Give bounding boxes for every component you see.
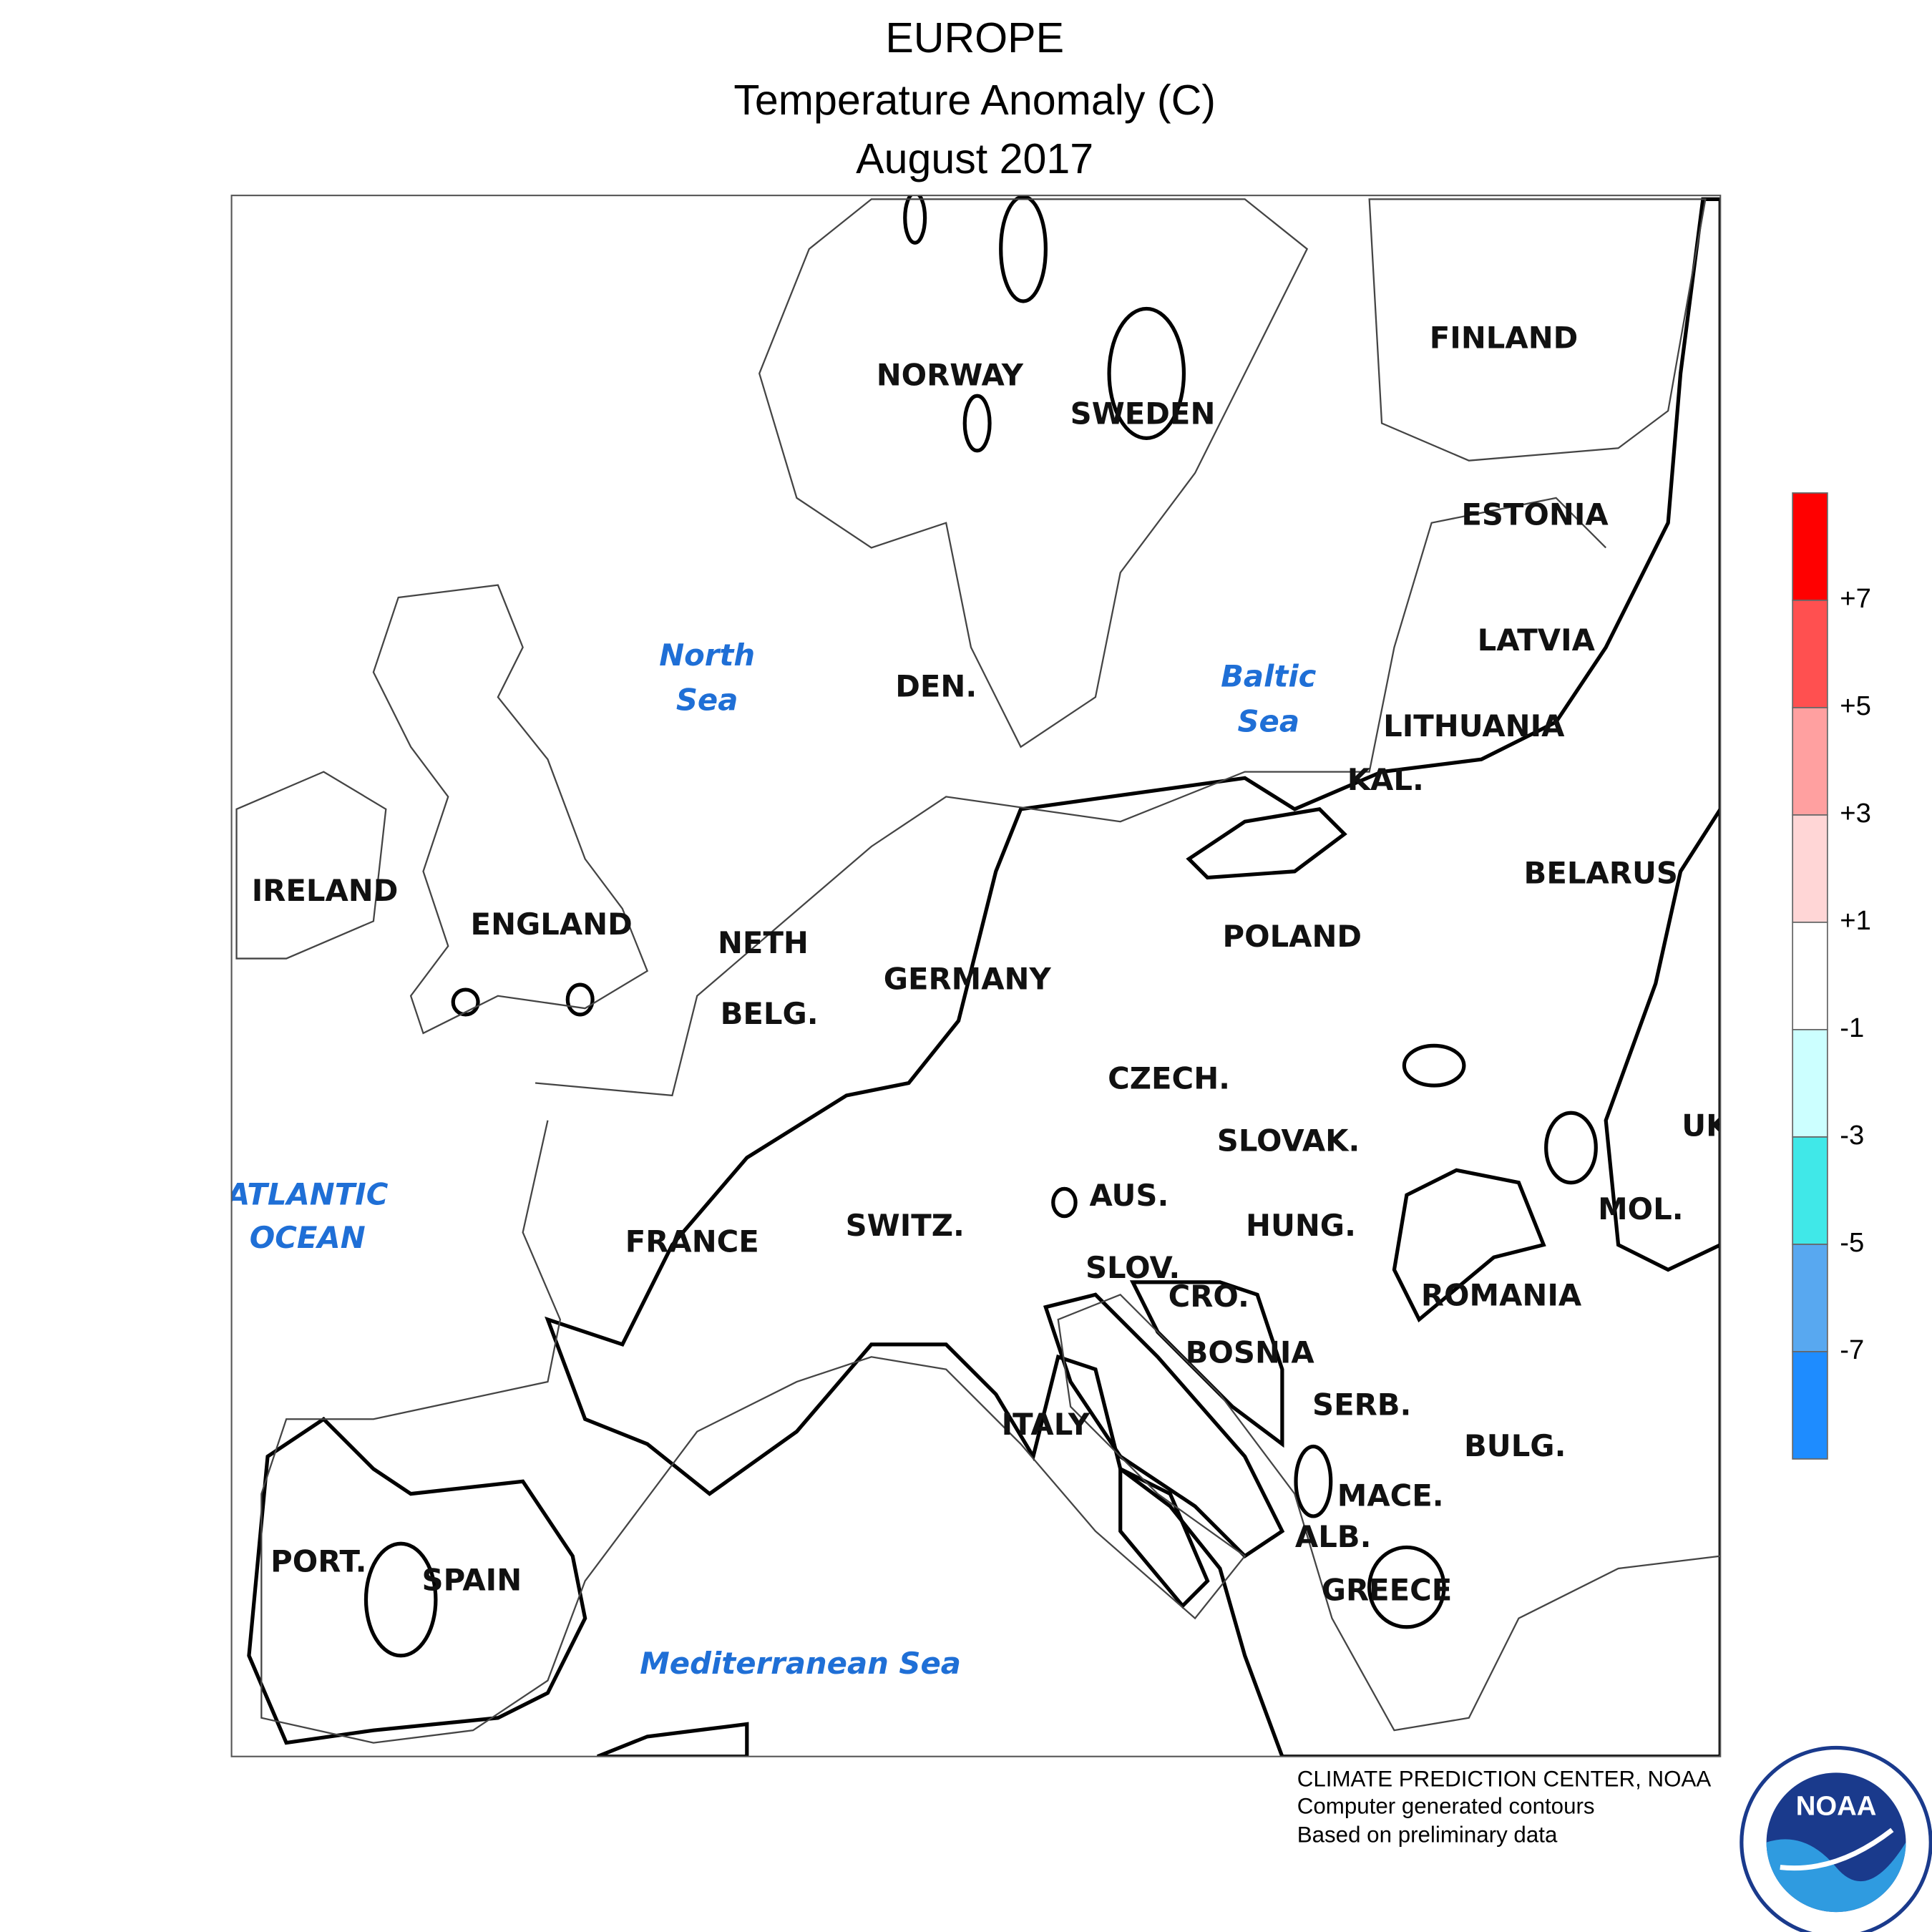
coastlines (235, 198, 1721, 1744)
legend-label: +7 (1840, 583, 1871, 614)
region (451, 987, 480, 1017)
region (597, 1722, 749, 1757)
sea-label: Sea (676, 683, 738, 718)
country-label: ROMANIA (1421, 1277, 1582, 1312)
country-label: AUS. (1089, 1178, 1169, 1213)
region (999, 195, 1048, 303)
country-label: LATVIA (1478, 623, 1596, 658)
footer-line: CLIMATE PREDICTION CENTER, NOAA (1297, 1766, 1712, 1791)
sea-label: Mediterranean Sea (640, 1646, 961, 1681)
country-label: PORT. (270, 1544, 366, 1579)
sea-label: North (659, 638, 755, 673)
country-label: GREECE (1322, 1573, 1453, 1608)
region (565, 982, 595, 1017)
legend-label: -7 (1840, 1335, 1864, 1365)
country-label: DEN. (895, 669, 977, 704)
anomaly-regions (247, 195, 1721, 1757)
country-label: SLOV. (1085, 1250, 1180, 1285)
legend-swatch (1792, 1136, 1828, 1245)
region (962, 394, 992, 453)
region (1186, 807, 1347, 880)
region (1118, 1465, 1210, 1609)
legend-label: -3 (1840, 1120, 1864, 1151)
region (1294, 1444, 1333, 1518)
legend-swatch (1792, 1351, 1828, 1460)
sea-label: ATLANTIC (225, 1176, 389, 1211)
country-label: NETH (718, 925, 809, 960)
country-label: HUNG. (1246, 1208, 1356, 1243)
legend-swatch (1792, 600, 1828, 708)
country-label: SPAIN (422, 1563, 522, 1598)
country-label: LITHUANIA (1383, 708, 1565, 743)
country-label: ITALY (1002, 1407, 1091, 1442)
region (1544, 1111, 1598, 1185)
coastline (372, 584, 649, 1035)
region (1402, 1043, 1466, 1088)
logo-text: NOAA (1796, 1790, 1877, 1821)
legend-label: +5 (1840, 691, 1871, 721)
legend-swatch (1792, 1029, 1828, 1138)
legend-label: -1 (1840, 1013, 1864, 1043)
sea-label: Sea (1237, 703, 1299, 738)
country-label: UK (1682, 1108, 1730, 1143)
country-label: ALB. (1295, 1519, 1372, 1554)
region (364, 1541, 438, 1658)
subtitle: Temperature Anomaly (C) (733, 76, 1216, 124)
country-label: MOL. (1598, 1191, 1684, 1226)
country-label: MACE. (1337, 1478, 1444, 1513)
legend-swatch (1792, 814, 1828, 923)
region (1367, 1545, 1446, 1629)
sea-label: OCEAN (250, 1220, 366, 1255)
country-label: FINLAND (1430, 320, 1579, 355)
footer-line: Computer generated contours (1297, 1794, 1595, 1819)
region (1107, 306, 1186, 440)
legend-label: +3 (1840, 798, 1871, 829)
country-label: CRO. (1169, 1279, 1249, 1314)
region (903, 195, 927, 245)
country-label: NORWAY (877, 358, 1024, 393)
coastline (235, 771, 387, 960)
legend-swatch (1792, 922, 1828, 1030)
country-label: GERMANY (884, 961, 1052, 996)
legend-swatch (1792, 1244, 1828, 1352)
country-label: SLOVAK. (1217, 1123, 1360, 1158)
country-label: SWEDEN (1070, 396, 1216, 431)
legend-swatch (1792, 707, 1828, 816)
footer-line: Based on preliminary data (1297, 1823, 1558, 1848)
country-label: SWITZ. (846, 1208, 965, 1243)
region (247, 1416, 587, 1745)
country-label: FRANCE (625, 1224, 759, 1259)
country-label: ENGLAND (471, 907, 633, 942)
coastline (260, 1120, 1721, 1744)
country-label: IRELAND (252, 873, 399, 908)
region (545, 197, 1721, 1757)
noaa-logo: NOAA (1740, 1745, 1932, 1932)
map-frame (230, 195, 1722, 1757)
map: NORWAY SWEDEN FINLAND ESTONIA LATVIA LIT… (225, 195, 1730, 1757)
color-legend: +7 +5 +3 +1 -1 -3 -5 -7 (1792, 492, 1871, 1460)
country-label: POLAND (1222, 919, 1362, 954)
country-label: SERB. (1312, 1387, 1411, 1422)
legend-label: -5 (1840, 1227, 1864, 1258)
region (1604, 805, 1721, 1272)
country-label: BELG. (721, 996, 819, 1031)
title: EUROPE (885, 14, 1064, 62)
legend-swatch (1792, 492, 1828, 601)
date: August 2017 (856, 135, 1093, 182)
region (1043, 1292, 1285, 1558)
country-label: ESTONIA (1461, 497, 1609, 532)
country-label: KAL. (1347, 762, 1424, 797)
country-label: BELARUS (1524, 856, 1678, 891)
country-label: CZECH. (1108, 1061, 1230, 1096)
sea-label: Baltic (1221, 659, 1317, 694)
coastline (535, 497, 1607, 1097)
coastline (1368, 198, 1707, 462)
coastline (758, 198, 1309, 748)
region (1051, 1186, 1078, 1219)
country-label: BULG. (1464, 1428, 1566, 1463)
region (1392, 1168, 1546, 1323)
country-label: BOSNIA (1186, 1335, 1315, 1370)
legend-label: +1 (1840, 905, 1871, 936)
